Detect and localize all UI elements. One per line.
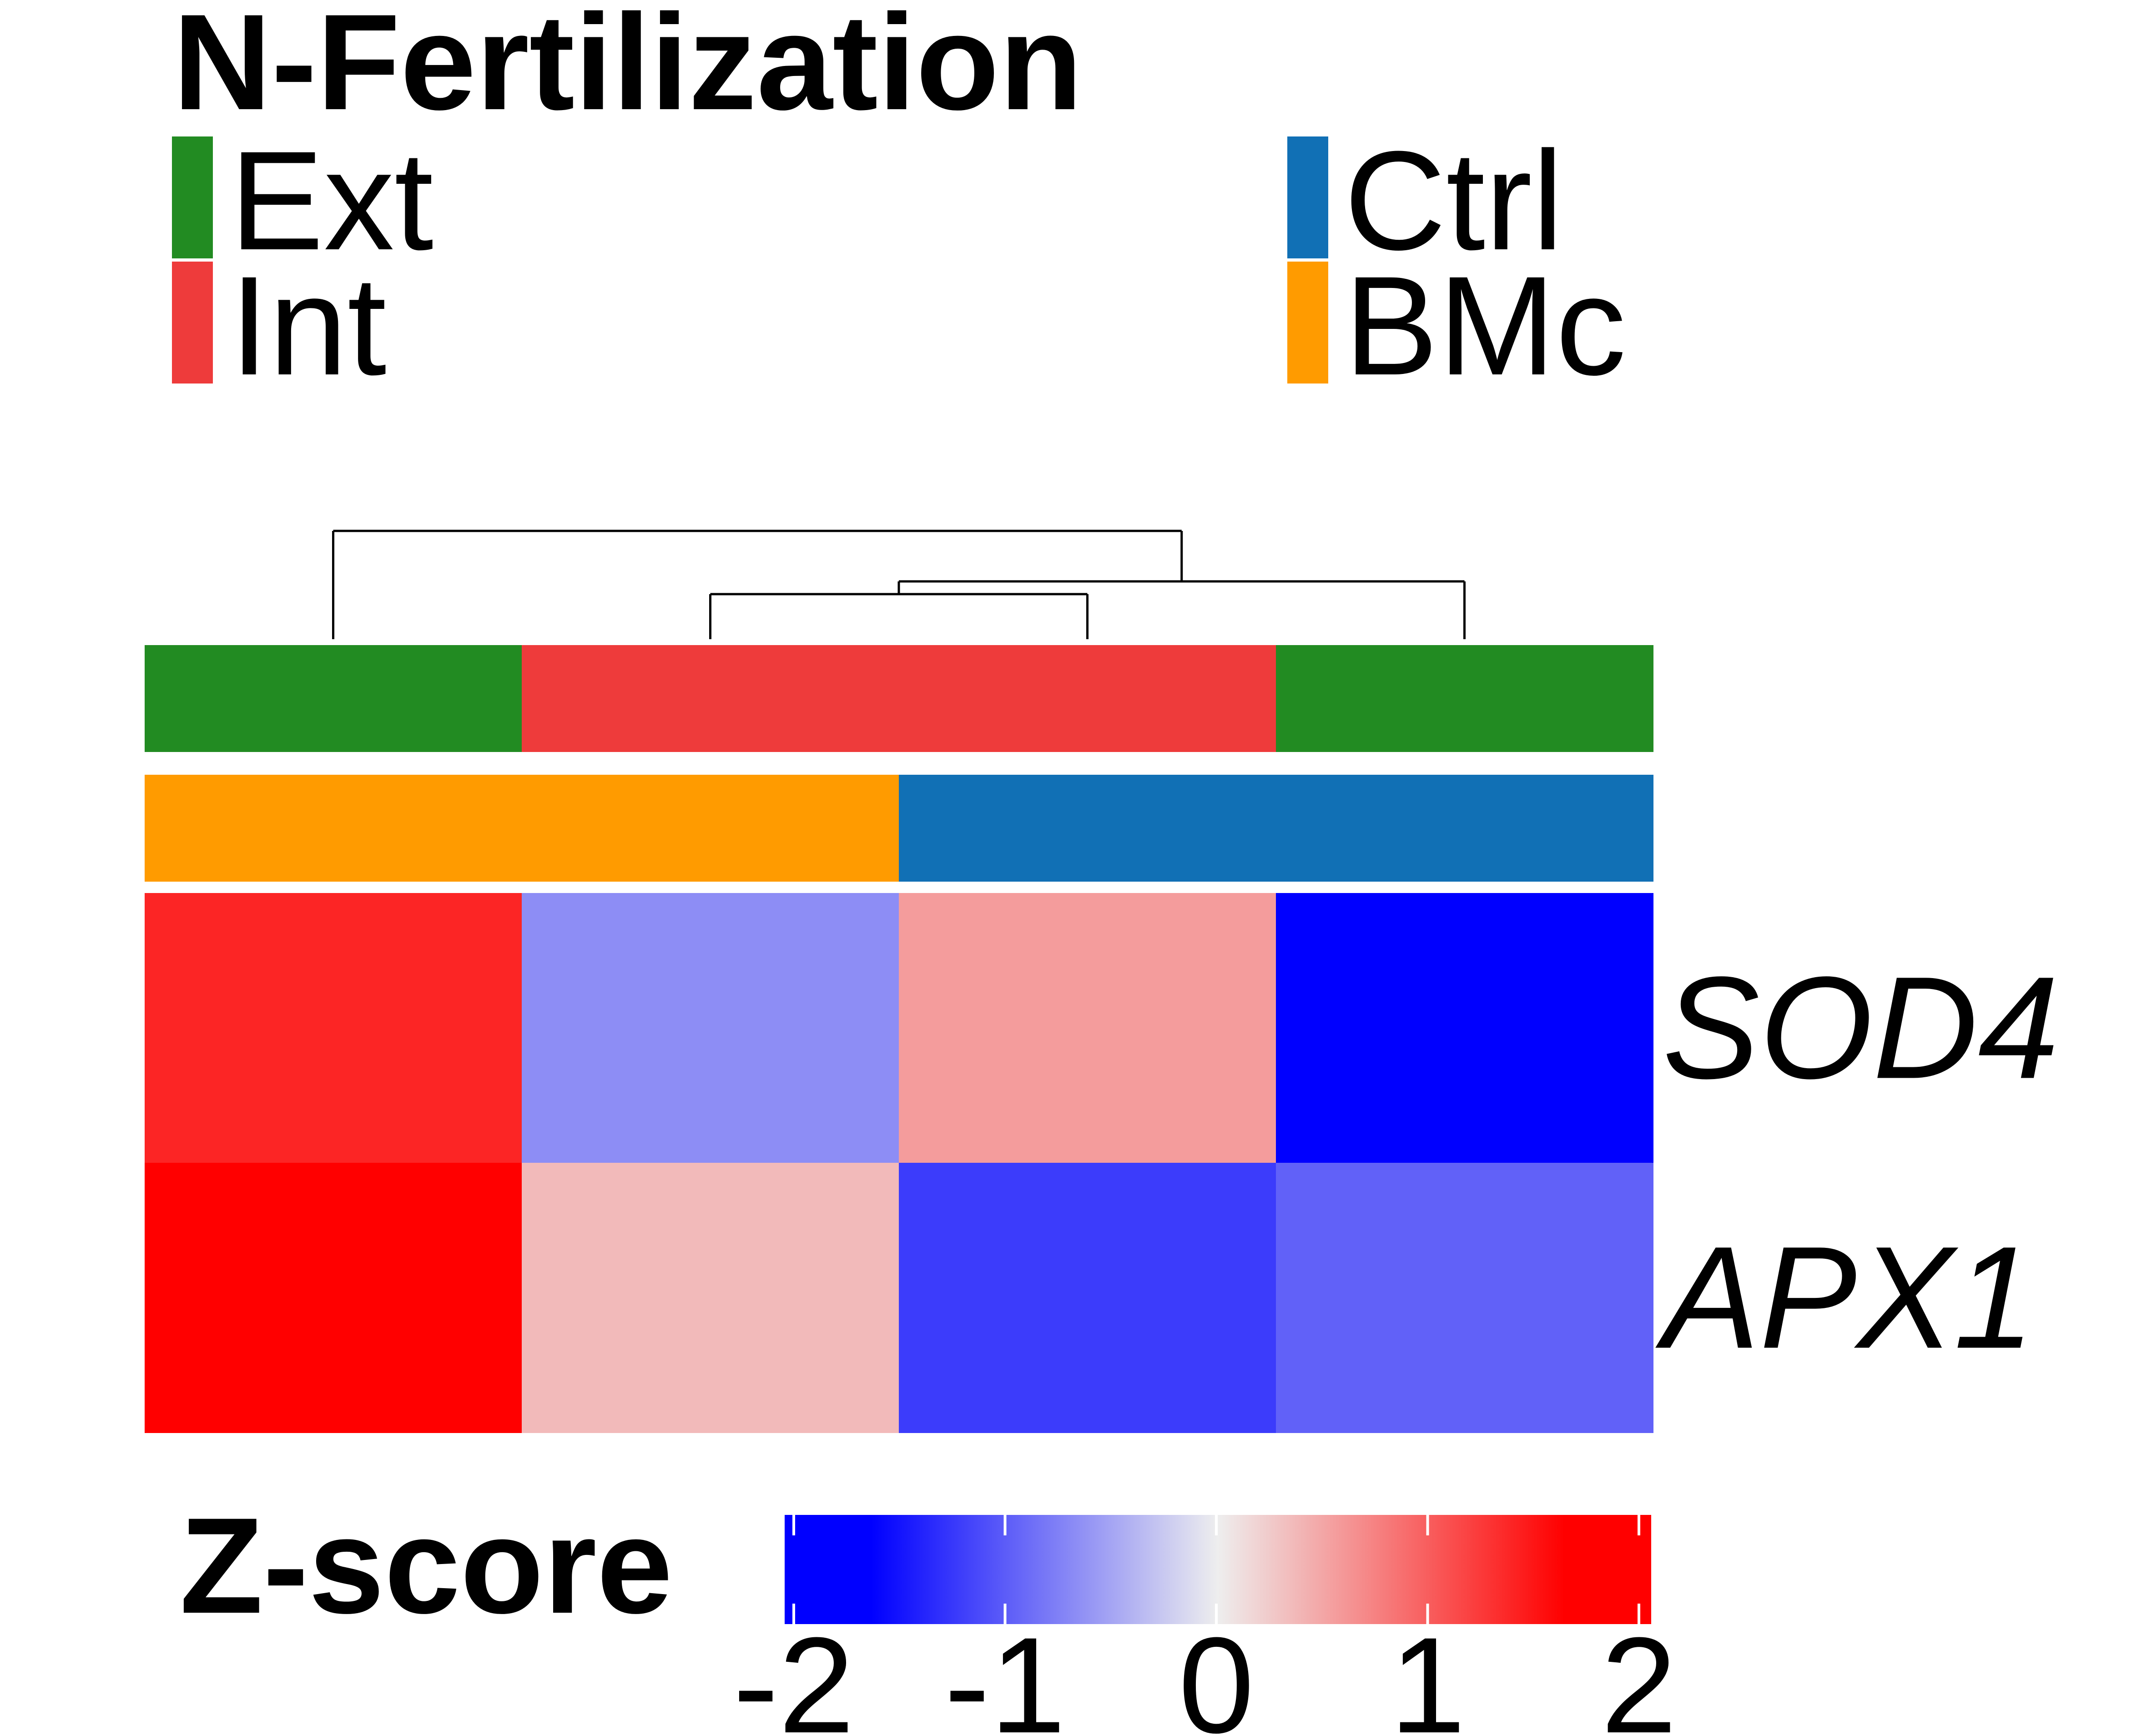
heatmap-cell [899, 1163, 1276, 1433]
heatmap-cell [1276, 893, 1653, 1163]
row-labels: SOD4 APX1 [1653, 946, 2059, 1379]
legend-title: N-Fertilization [173, 0, 1083, 138]
colorbar-tick-label: -2 [733, 1609, 855, 1736]
annotation-treatment-cell [1276, 775, 1653, 882]
annotation-fertilization-cell [145, 645, 522, 752]
annotation-treatment-cell [899, 775, 1276, 882]
colorbar-title: Z-score [180, 1489, 673, 1642]
legend-label-ctrl: Ctrl [1344, 121, 1563, 279]
column-annotations [145, 645, 1653, 882]
heatmap-cell [145, 893, 522, 1163]
heatmap-cell [145, 1163, 522, 1433]
legend-swatch-ctrl [1287, 136, 1328, 258]
annotation-fertilization-cell [522, 645, 899, 752]
annotation-fertilization-cell [899, 645, 1276, 752]
colorbar-tick-label: 2 [1601, 1609, 1677, 1736]
column-dendrogram [332, 530, 1466, 639]
row-label: APX1 [1653, 1216, 2035, 1379]
annotation-fertilization-cell [1276, 645, 1653, 752]
legend-swatch-bmc [1287, 262, 1328, 384]
colorbar-tick-label: 1 [1390, 1609, 1466, 1736]
legend-swatch-ext [172, 136, 213, 258]
heatmap-cell [899, 893, 1276, 1163]
colorbar-tick-label: 0 [1179, 1609, 1255, 1736]
annotation-treatment-cell [145, 775, 522, 882]
heatmap-cell [522, 893, 899, 1163]
legend-label-int: Int [230, 247, 387, 404]
legend-swatch-int [172, 262, 213, 384]
heatmap-cells [145, 893, 1653, 1433]
colorbar-tick-label: -1 [944, 1609, 1066, 1736]
row-label: SOD4 [1663, 946, 2059, 1109]
colorbar: Z-score -2 -1 0 1 2 [180, 1489, 1677, 1736]
colorbar-gradient [785, 1515, 1651, 1624]
legend-label-ext: Ext [230, 121, 434, 279]
heatmap-cell [522, 1163, 899, 1433]
heatmap-cell [1276, 1163, 1653, 1433]
annotation-treatment-cell [522, 775, 899, 882]
legend-label-bmc: BMc [1344, 247, 1626, 404]
